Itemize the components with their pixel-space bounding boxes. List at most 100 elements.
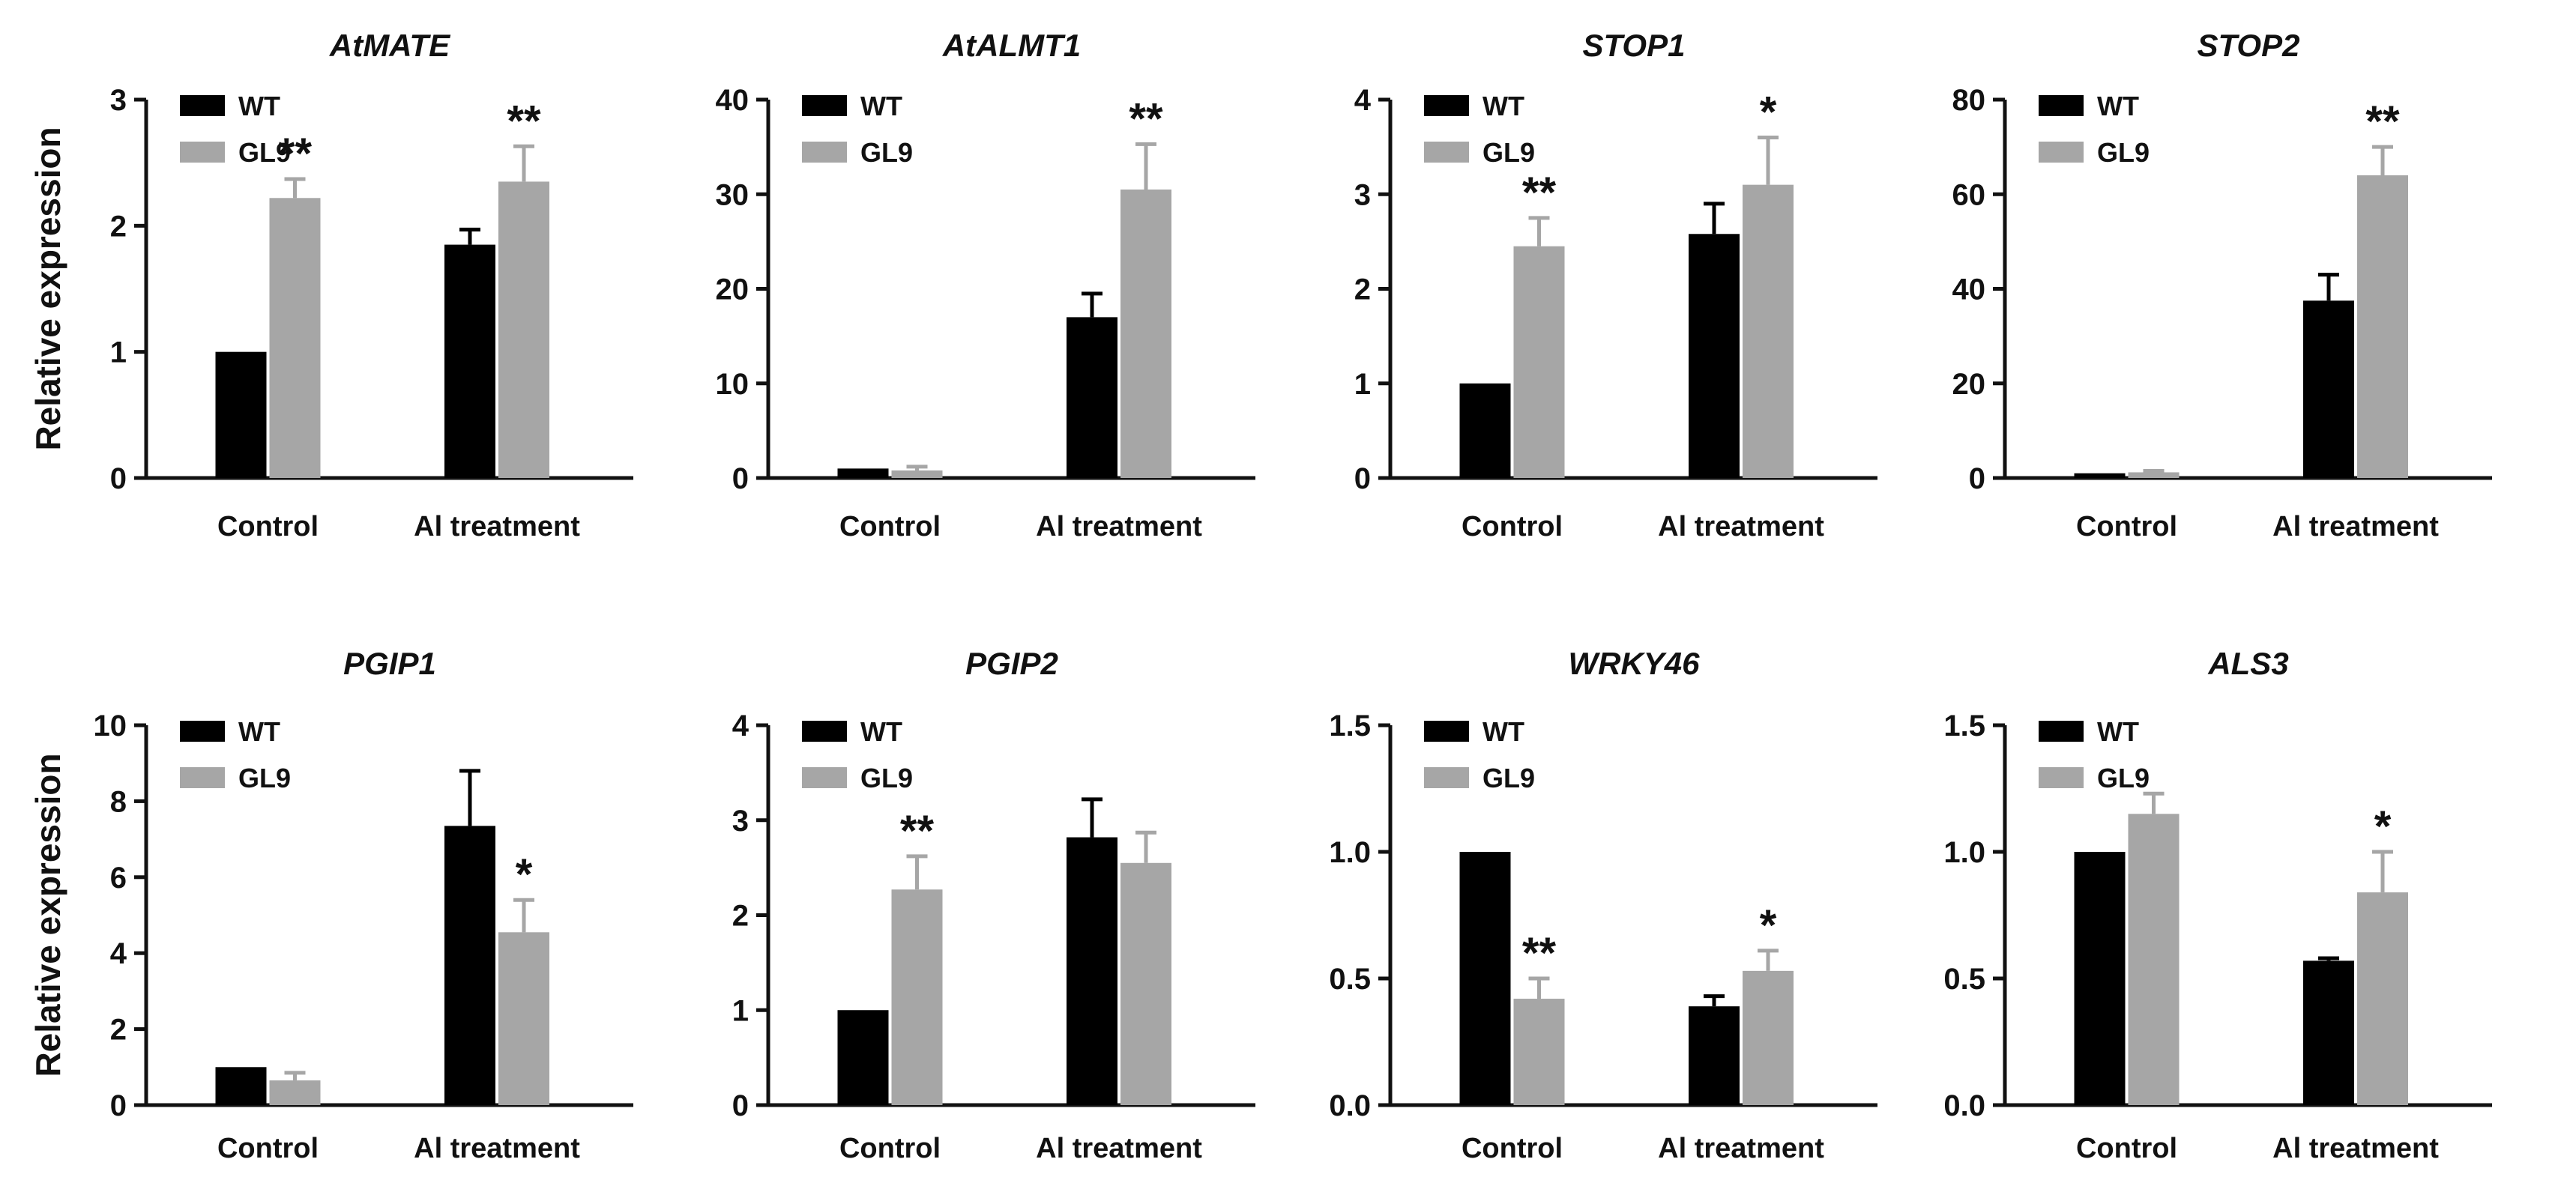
x-tick-label: Al treatment <box>1036 511 1202 542</box>
panel-wrky46: WRKY46 0.0 0.5 1.0 1.5 Control ** Al treatment *… <box>1329 646 1877 1164</box>
bar-wt <box>837 1010 889 1105</box>
y-tick-label: 4 <box>732 710 749 742</box>
legend-swatch-gl9 <box>2039 767 2084 788</box>
legend-swatch-wt <box>1424 721 1469 742</box>
bar-wt <box>1067 317 1117 478</box>
panel-stop2: STOP2 0 20 40 60 80 Control Al treatment ** WT GL9 <box>1952 28 2492 542</box>
bar-gl9 <box>891 889 943 1105</box>
y-tick-label: 2 <box>732 900 749 933</box>
bar-gl9 <box>269 198 321 478</box>
category-group: Control <box>215 1067 321 1164</box>
legend: WT GL9 <box>1424 91 1535 168</box>
y-tick-label: 30 <box>716 178 749 211</box>
legend-swatch-wt <box>180 95 225 116</box>
y-tick-label: 1 <box>732 994 749 1027</box>
bar-wt <box>1067 837 1117 1105</box>
bar-gl9 <box>2357 892 2408 1105</box>
y-tick-label: 0 <box>110 1089 127 1122</box>
significance-marker: * <box>2374 802 2392 851</box>
panel-title: WRKY46 <box>1568 646 1700 681</box>
y-tick-label: 0.5 <box>1329 963 1371 996</box>
significance-marker: * <box>1760 901 1777 950</box>
bar-wt <box>2303 960 2354 1105</box>
legend-swatch-wt <box>1424 95 1469 116</box>
category-group: Al treatment * <box>2272 802 2439 1164</box>
category-group: Control ** <box>837 807 943 1164</box>
significance-marker: ** <box>507 97 541 145</box>
panel-pgip1: PGIP1 0 2 4 6 8 10 Relative expression Control Al… <box>28 646 633 1164</box>
category-group: Control ** <box>215 130 321 542</box>
legend-label: WT <box>1482 91 1524 121</box>
panel-stop1: STOP1 0 1 2 3 4 Control ** Al treatment * WT GL9 <box>1354 28 1877 542</box>
category-group: Control <box>2074 469 2180 542</box>
legend-label: GL9 <box>860 763 913 793</box>
category-group: Control ** <box>1459 852 1565 1164</box>
x-tick-label: Al treatment <box>1658 511 1824 542</box>
x-tick-label: Control <box>217 1133 319 1164</box>
bar-gl9 <box>1513 999 1565 1105</box>
y-tick-label: 4 <box>1354 84 1372 117</box>
x-tick-label: Al treatment <box>2272 1133 2439 1164</box>
bar-gl9 <box>891 470 943 478</box>
legend-swatch-gl9 <box>180 142 225 163</box>
panel-title: PGIP1 <box>343 646 436 681</box>
y-tick-label: 2 <box>1354 273 1371 306</box>
bar-wt <box>1689 234 1740 478</box>
legend-swatch-gl9 <box>2039 142 2084 163</box>
bar-wt <box>444 244 495 478</box>
bar-gl9 <box>498 181 549 478</box>
legend: WT GL9 <box>2039 91 2150 168</box>
panel-title: AtALMT1 <box>942 28 1081 63</box>
legend-label: WT <box>1482 716 1524 747</box>
bar-gl9 <box>269 1080 321 1105</box>
bar-wt <box>1689 1006 1740 1105</box>
legend-label: WT <box>238 91 280 121</box>
panel-title: STOP2 <box>2198 28 2300 63</box>
bar-gl9 <box>2128 814 2180 1105</box>
significance-marker: ** <box>2365 97 2400 146</box>
bar-wt <box>2074 473 2126 478</box>
legend-label: WT <box>238 716 280 747</box>
category-group: Al treatment * <box>1658 901 1824 1164</box>
y-tick-label: 1.5 <box>1943 710 1985 742</box>
bar-wt <box>215 1067 267 1105</box>
y-axis-label: Relative expression <box>28 127 67 450</box>
legend-label: GL9 <box>2097 763 2150 793</box>
legend-label: WT <box>2097 716 2139 747</box>
legend-label: GL9 <box>2097 137 2150 168</box>
legend: WT GL9 <box>180 716 291 793</box>
significance-marker: ** <box>1522 929 1557 978</box>
y-axis-label: Relative expression <box>28 753 67 1077</box>
legend-swatch-gl9 <box>802 142 847 163</box>
panel-title: ALS3 <box>2207 646 2288 681</box>
bar-wt <box>1459 383 1511 478</box>
category-group: Control ** <box>1459 169 1565 542</box>
legend-label: GL9 <box>238 137 291 168</box>
y-tick-label: 10 <box>94 710 127 742</box>
y-tick-label: 6 <box>110 862 127 895</box>
y-tick-label: 0 <box>732 462 749 495</box>
legend-swatch-wt <box>802 95 847 116</box>
y-tick-label: 60 <box>1952 178 1986 211</box>
bar-gl9 <box>498 932 549 1105</box>
legend-label: WT <box>2097 91 2139 121</box>
x-tick-label: Al treatment <box>1036 1133 1202 1164</box>
category-group: Al treatment * <box>414 769 580 1164</box>
legend-swatch-gl9 <box>180 767 225 788</box>
x-tick-label: Control <box>839 511 941 542</box>
x-tick-label: Control <box>2076 1133 2177 1164</box>
y-tick-label: 1.0 <box>1943 836 1985 869</box>
panel-title: STOP1 <box>1583 28 1686 63</box>
y-tick-label: 40 <box>1952 273 1986 306</box>
legend-swatch-gl9 <box>802 767 847 788</box>
y-tick-label: 0 <box>1354 462 1371 495</box>
panel-atalmt1: AtALMT1 0 10 20 30 40 Control Al treatment ** WT G… <box>716 28 1255 542</box>
significance-marker: * <box>516 850 533 899</box>
y-tick-label: 3 <box>110 84 127 117</box>
y-tick-label: 3 <box>732 805 749 838</box>
significance-marker: * <box>1760 88 1777 137</box>
x-tick-label: Control <box>217 511 319 542</box>
legend-label: WT <box>860 91 902 121</box>
